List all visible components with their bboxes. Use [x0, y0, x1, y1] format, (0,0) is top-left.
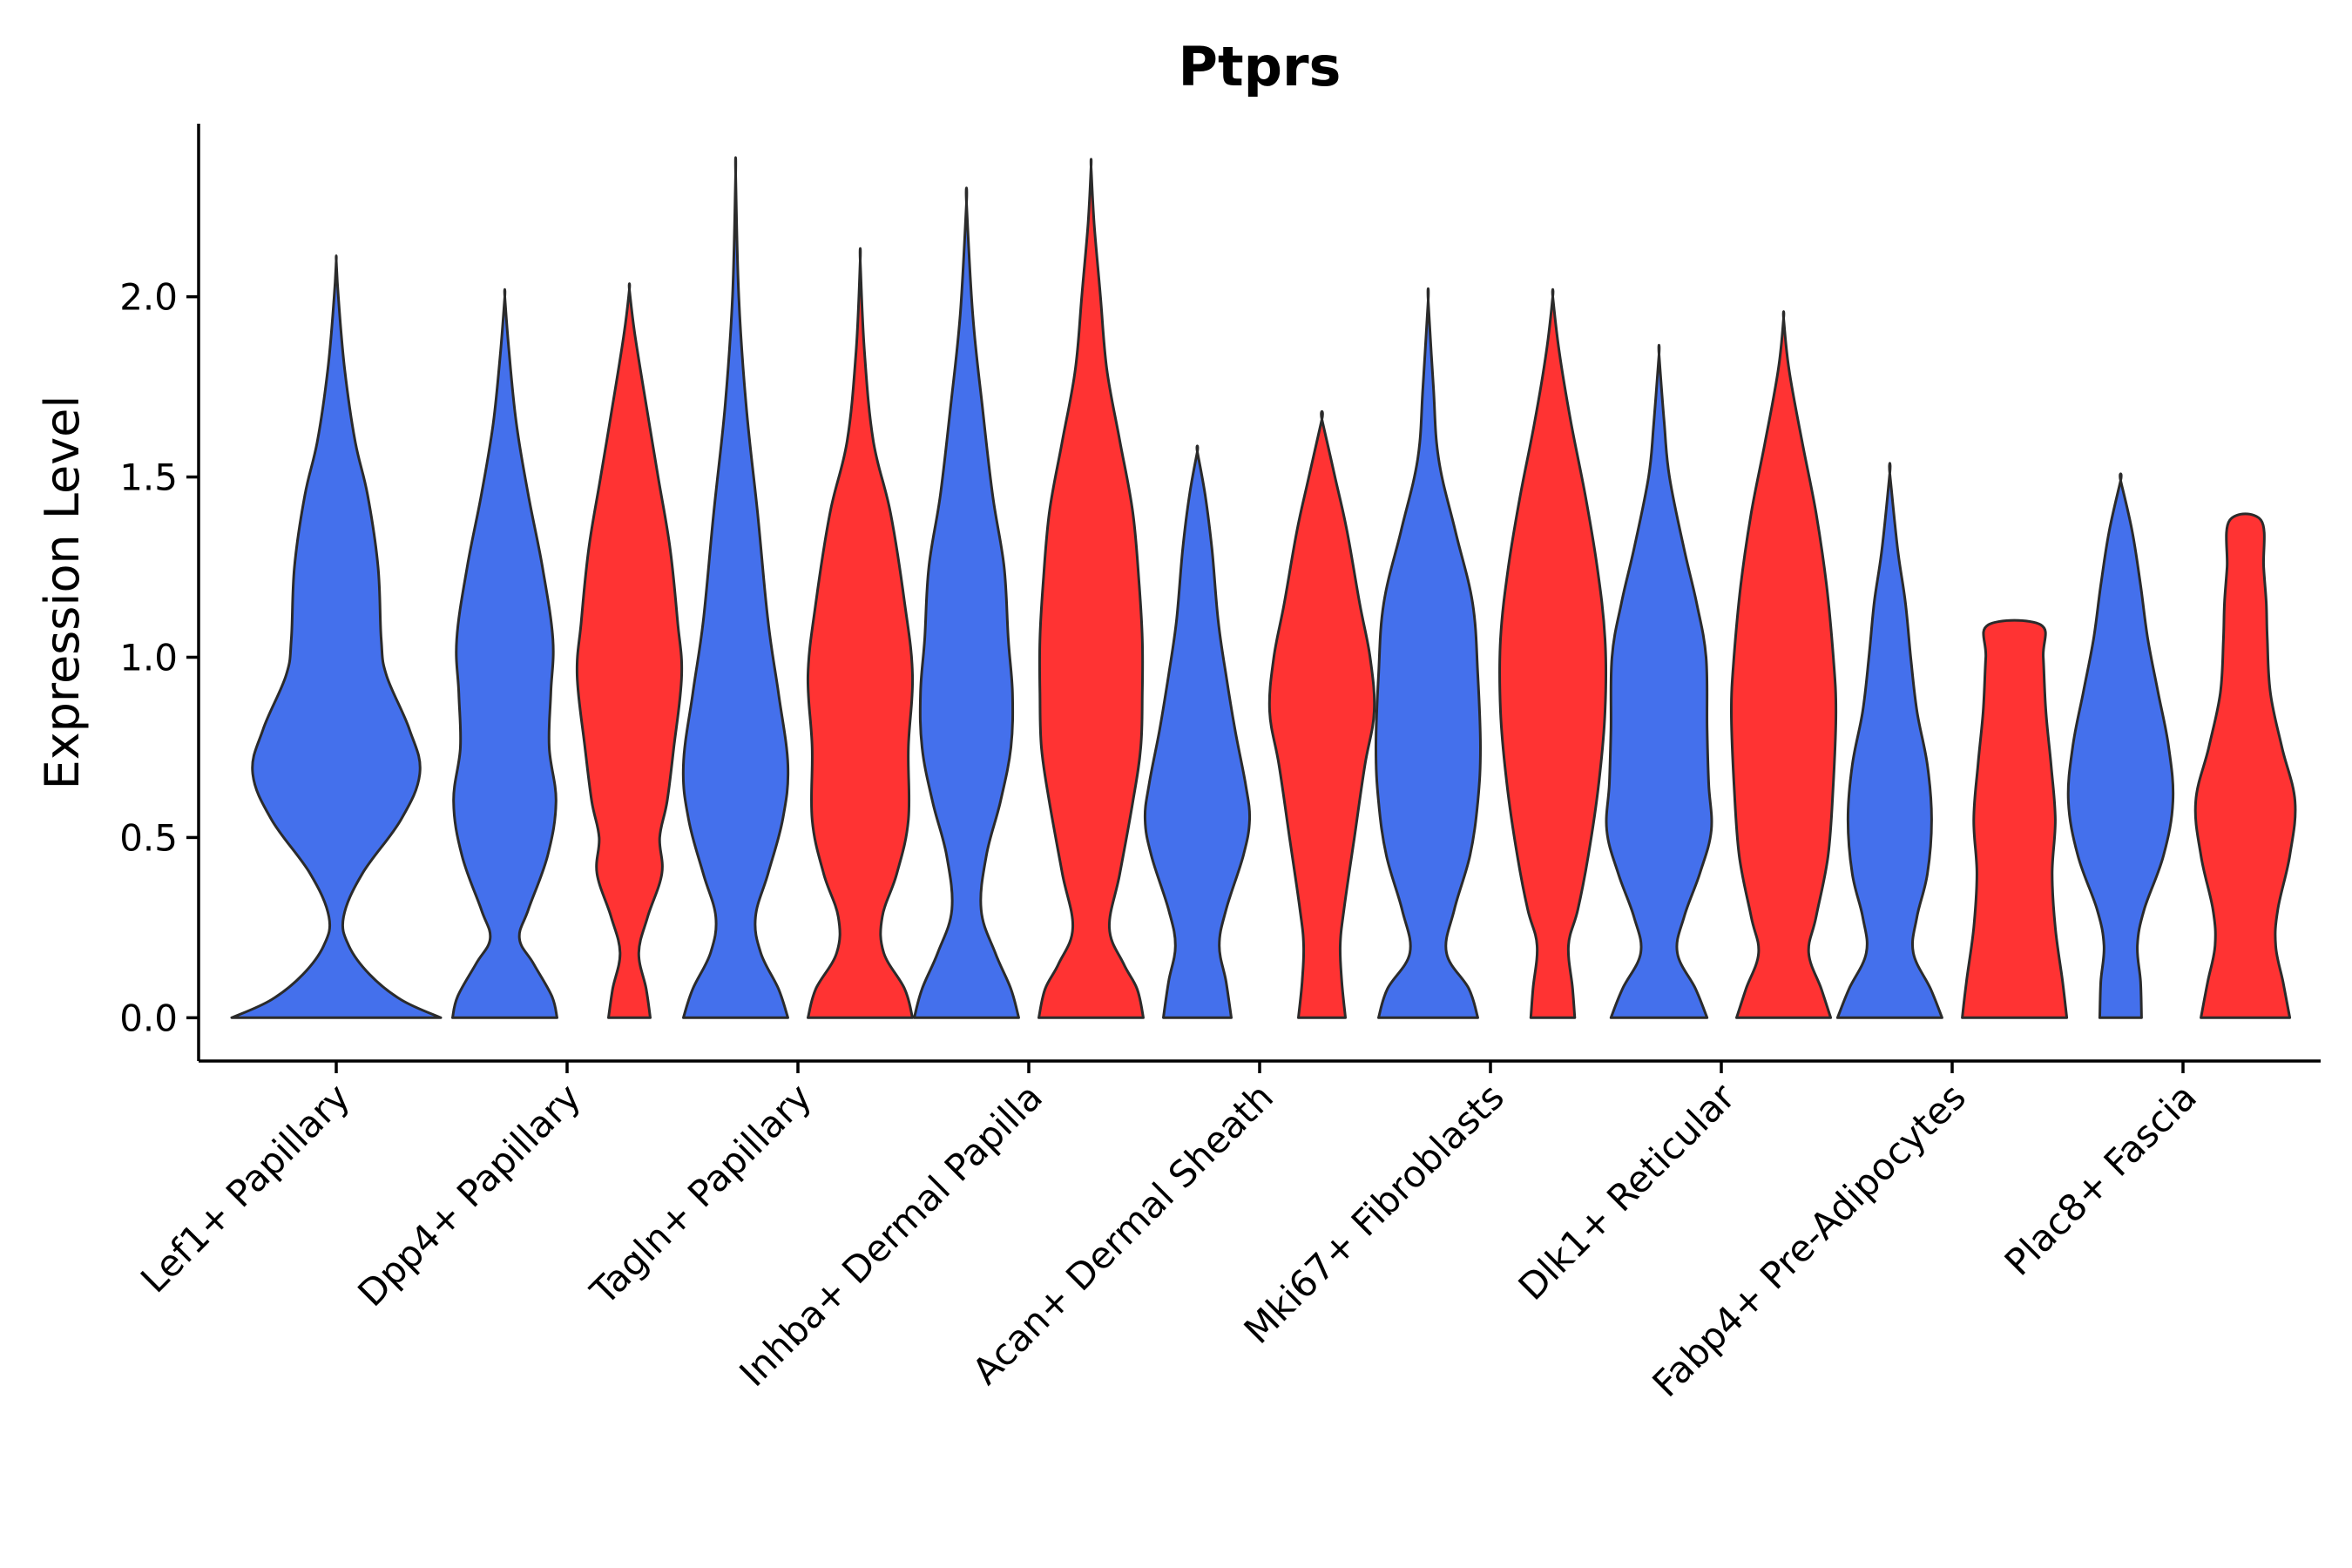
violin-dpp4-papillary-group-1: [451, 287, 558, 1019]
y-tick-label: 1.0: [119, 636, 178, 679]
violin-fabp4-pre-adipocytes-group-2: [1961, 618, 2069, 1019]
violin-acan-dermal-sheath-group-1: [1143, 444, 1252, 1019]
x-tick-label: Dpp4+ Papillary: [349, 1075, 589, 1315]
violin-mki67-fibroblasts-group-2: [1497, 287, 1608, 1019]
y-axis-label: Expression Level: [35, 395, 90, 790]
violin-plac8-fascia-group-2: [2193, 512, 2297, 1019]
violin-inhba-dermal-papilla-group-2: [1037, 158, 1145, 1019]
violin-inhba-dermal-papilla-group-1: [913, 186, 1020, 1019]
violin-dlk1-reticular-group-2: [1730, 310, 1838, 1019]
x-tick-label: Dlk1+ Reticular: [1511, 1075, 1744, 1308]
x-tick-label: Mki67+ Fibroblasts: [1236, 1075, 1512, 1351]
y-tick-label: 1.5: [119, 456, 178, 499]
violin-tagln-papillary-group-1: [681, 156, 790, 1019]
violin-mki67-fibroblasts-group-1: [1375, 287, 1482, 1019]
violin-group: [230, 156, 2297, 1019]
x-tick-label: Lef1+ Papillary: [132, 1075, 358, 1301]
y-tick-label: 0.5: [119, 816, 178, 859]
x-tick-label: Plac8+ Fascia: [1997, 1075, 2205, 1283]
violin-fabp4-pre-adipocytes-group-1: [1835, 462, 1943, 1019]
violin-acan-dermal-sheath-group-2: [1267, 409, 1376, 1019]
violin-tagln-papillary-group-2: [806, 247, 915, 1019]
violin-lef1-papillary-group-1: [230, 254, 443, 1019]
x-tick-label: Tagln+ Papillary: [582, 1075, 820, 1313]
chart-title: Ptprs: [1179, 35, 1342, 98]
violin-dpp4-papillary-group-2: [575, 282, 684, 1019]
y-tick-label: 2.0: [119, 276, 178, 319]
y-tick-label: 0.0: [119, 997, 178, 1039]
violin-plac8-fascia-group-1: [2066, 472, 2175, 1019]
y-axis-ticks: 0.0 0.5 1.0 1.5 2.0: [119, 276, 199, 1039]
violin-dlk1-reticular-group-1: [1605, 343, 1713, 1019]
